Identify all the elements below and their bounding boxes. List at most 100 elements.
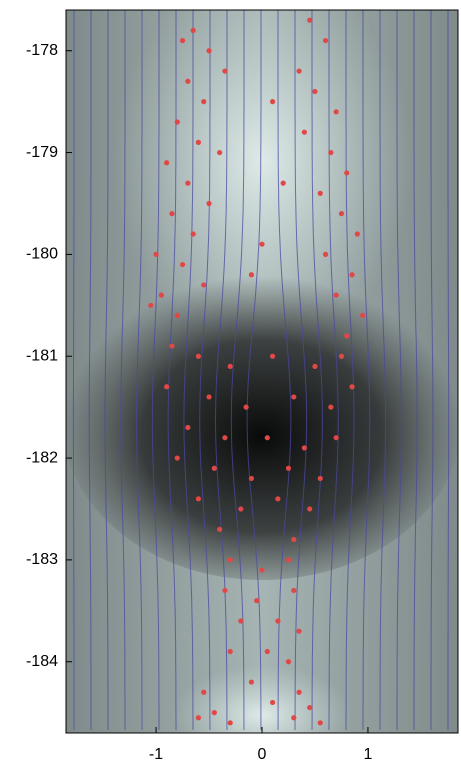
heatmap xyxy=(66,10,458,733)
point xyxy=(338,211,345,217)
point xyxy=(174,455,180,461)
x-tick-label: 1 xyxy=(363,746,372,763)
point xyxy=(227,363,233,370)
point xyxy=(206,200,212,207)
point xyxy=(164,384,170,390)
point xyxy=(307,17,313,23)
point xyxy=(206,394,212,400)
y-tick-label: -184 xyxy=(26,653,58,670)
point xyxy=(275,496,281,502)
point xyxy=(360,312,366,319)
point xyxy=(211,465,217,471)
streamline xyxy=(430,10,434,730)
point xyxy=(211,710,217,716)
point xyxy=(158,292,164,298)
point xyxy=(307,506,313,512)
point xyxy=(349,384,355,390)
point xyxy=(307,704,313,711)
point xyxy=(259,241,265,247)
point xyxy=(291,587,297,594)
streamline xyxy=(120,10,126,730)
point xyxy=(169,211,175,217)
streamline xyxy=(396,10,402,730)
point xyxy=(328,149,334,156)
point xyxy=(296,628,302,634)
point xyxy=(190,231,196,237)
point xyxy=(259,567,265,573)
point xyxy=(333,435,339,441)
point xyxy=(201,689,207,695)
point xyxy=(328,404,334,410)
point xyxy=(217,526,223,532)
point xyxy=(291,715,297,721)
point xyxy=(238,506,244,512)
point xyxy=(264,435,270,441)
point xyxy=(195,353,202,359)
point xyxy=(222,68,228,74)
streamline xyxy=(104,10,109,730)
y-tick-label: -182 xyxy=(26,449,58,466)
streamline xyxy=(413,10,418,730)
streamline xyxy=(199,10,211,731)
point xyxy=(301,129,307,135)
point xyxy=(269,699,276,706)
point xyxy=(201,282,207,288)
point xyxy=(217,149,223,156)
streamline xyxy=(328,10,339,730)
point xyxy=(280,180,286,186)
point xyxy=(333,292,339,298)
point xyxy=(275,618,281,624)
point xyxy=(291,394,297,400)
streamline xyxy=(72,10,75,730)
x-tick-label: -1 xyxy=(149,746,163,763)
point xyxy=(148,302,154,308)
streamline xyxy=(136,10,143,730)
x-tick-label: 0 xyxy=(258,746,267,763)
streamline xyxy=(379,10,387,730)
point xyxy=(185,78,191,84)
point xyxy=(169,343,175,349)
streamline xyxy=(277,10,292,731)
streamline xyxy=(345,10,355,730)
point xyxy=(248,272,255,278)
point xyxy=(317,720,323,726)
point xyxy=(285,465,292,471)
point xyxy=(195,139,202,145)
point xyxy=(349,272,355,278)
y-tick-label: -180 xyxy=(26,246,58,263)
point xyxy=(227,557,233,563)
streamline xyxy=(294,10,308,731)
point xyxy=(285,659,292,665)
point xyxy=(285,557,292,563)
point xyxy=(179,37,186,44)
streamline xyxy=(311,10,323,731)
point xyxy=(344,170,350,176)
point xyxy=(296,689,302,695)
point xyxy=(354,231,360,237)
point xyxy=(264,648,270,655)
point xyxy=(222,587,228,594)
point xyxy=(301,445,307,451)
streamline xyxy=(183,10,194,730)
point xyxy=(222,435,228,441)
point xyxy=(227,720,233,726)
point xyxy=(333,109,339,115)
streamline xyxy=(230,10,245,731)
point xyxy=(238,618,244,624)
point xyxy=(312,363,318,370)
streamline xyxy=(246,10,262,731)
point xyxy=(248,475,255,482)
streamline xyxy=(447,10,450,730)
point xyxy=(291,536,297,543)
y-tick-label: -183 xyxy=(26,551,58,568)
streamline xyxy=(151,10,160,730)
point xyxy=(190,27,196,33)
point xyxy=(164,160,170,166)
point xyxy=(195,496,202,502)
point xyxy=(179,261,186,268)
point xyxy=(174,312,180,319)
point xyxy=(296,68,302,74)
point xyxy=(317,190,323,196)
point xyxy=(174,119,180,125)
